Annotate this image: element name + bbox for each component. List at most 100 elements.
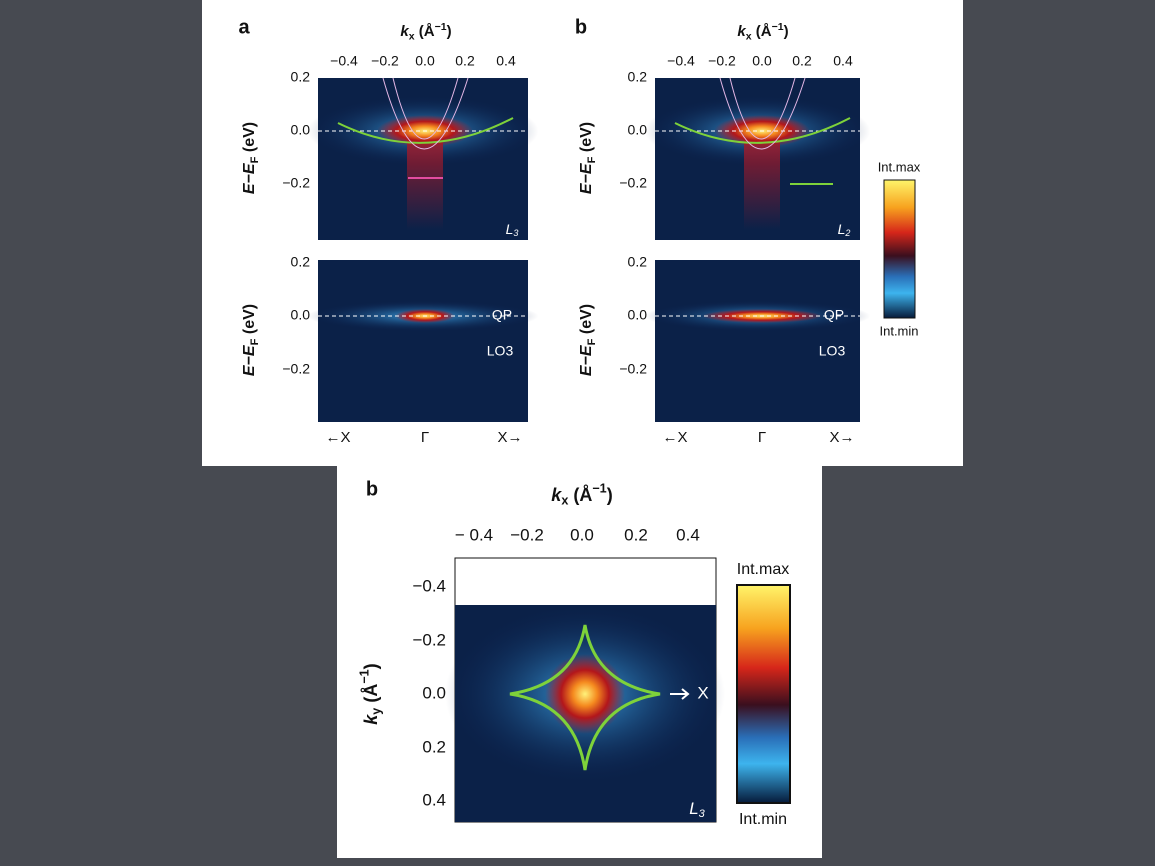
label: 0.0 <box>291 307 311 323</box>
label: Int.min <box>739 811 787 828</box>
title-part: x <box>409 30 415 42</box>
heatmap-streak <box>744 131 780 230</box>
label: −0.2 <box>412 630 446 649</box>
label: 0.2 <box>624 525 648 544</box>
label: 0.4 <box>496 53 516 69</box>
title-part: (eV) <box>578 122 595 157</box>
title-part: (Å <box>415 23 435 40</box>
title-part: x <box>561 494 568 508</box>
band-fit <box>337 117 514 144</box>
heatmap-streak <box>407 131 443 230</box>
tag: L2 <box>838 221 851 239</box>
title-part: (Å <box>568 485 592 505</box>
heatmap-hot <box>545 654 625 734</box>
label: LO3 <box>487 343 514 359</box>
title-part: F <box>586 156 598 163</box>
tag-main: L <box>506 221 514 237</box>
title-part: E−E <box>578 344 595 376</box>
label: LO3 <box>819 343 846 359</box>
arrow <box>670 688 690 700</box>
label: Int.min <box>879 323 918 338</box>
label: Γ <box>758 429 766 446</box>
title-part: x <box>746 30 752 42</box>
label: 0.0 <box>628 122 648 138</box>
label: X <box>697 683 708 702</box>
colorbar <box>883 179 916 319</box>
label: −0.4 <box>667 53 695 69</box>
tag-sub: 3 <box>699 808 706 820</box>
band-lines <box>382 77 469 150</box>
heatmap <box>655 260 860 422</box>
label: b <box>366 478 378 500</box>
axis-title: E−EF (eV) <box>241 122 261 194</box>
label: ←X <box>662 429 687 446</box>
label: Γ <box>421 429 429 446</box>
label: 0.2 <box>792 53 812 69</box>
label: 0.2 <box>291 254 311 270</box>
label: −0.4 <box>412 576 446 595</box>
title-part: k <box>400 23 409 40</box>
axis-title: kx (Å−1) <box>737 21 788 43</box>
axis-title: E−EF (eV) <box>578 122 598 194</box>
tag: L3 <box>689 799 705 819</box>
title-part: k <box>361 714 381 725</box>
title-part: ) <box>361 663 381 669</box>
title-part: (Å <box>361 684 381 708</box>
axis-title: E−EF (eV) <box>578 304 598 376</box>
tag-main: L <box>689 799 698 818</box>
title-part: ) <box>784 23 789 40</box>
label: Int.max <box>878 159 921 174</box>
title-part: E−E <box>241 162 258 194</box>
label: 0.4 <box>422 790 446 809</box>
band-fit <box>674 117 851 144</box>
heatmap <box>318 260 528 422</box>
label: QP <box>824 307 844 323</box>
tag-sub: 3 <box>513 228 518 238</box>
label: 0.4 <box>676 525 700 544</box>
label: X→ <box>497 429 522 446</box>
label: 0.2 <box>628 254 648 270</box>
label: ←X <box>325 429 350 446</box>
label: −0.2 <box>619 361 647 377</box>
fermi-surface <box>509 624 661 771</box>
title-part: F <box>249 156 261 163</box>
title-part: ) <box>447 23 452 40</box>
label: −0.2 <box>708 53 736 69</box>
title-part: k <box>551 485 562 505</box>
title-part: −1 <box>435 21 447 33</box>
label: 0.0 <box>628 307 648 323</box>
label: 0.2 <box>291 69 311 85</box>
axis-title: E−EF (eV) <box>241 304 261 376</box>
tag-main: L <box>838 221 846 237</box>
label: 0.2 <box>422 737 446 756</box>
label: QP <box>492 307 512 323</box>
title-part: y <box>370 708 384 715</box>
title-part: E−E <box>241 344 258 376</box>
title-part: F <box>249 338 261 345</box>
label: b <box>575 16 587 38</box>
label: −0.2 <box>282 361 310 377</box>
label: −0.2 <box>510 525 544 544</box>
tag-sub: 2 <box>844 228 850 238</box>
title-part: F <box>586 338 598 345</box>
title-part: (eV) <box>578 304 595 339</box>
title-part: E−E <box>578 162 595 194</box>
tag: L3 <box>506 221 519 239</box>
title-part: (eV) <box>241 122 258 157</box>
label: 0.0 <box>291 122 311 138</box>
label: −0.4 <box>330 53 358 69</box>
label: − 0.4 <box>455 525 493 544</box>
label: −0.2 <box>619 175 647 191</box>
label: 0.0 <box>752 53 772 69</box>
title-part: −1 <box>772 21 784 33</box>
label: −0.2 <box>282 175 310 191</box>
label: Int.max <box>737 561 789 578</box>
label: a <box>238 16 250 38</box>
label: −0.2 <box>371 53 399 69</box>
title-part: −1 <box>358 669 372 683</box>
title-part: (eV) <box>241 304 258 339</box>
title-part: −1 <box>592 482 606 496</box>
label: 0.0 <box>415 53 435 69</box>
label: X→ <box>829 429 854 446</box>
band-lines <box>719 77 806 150</box>
